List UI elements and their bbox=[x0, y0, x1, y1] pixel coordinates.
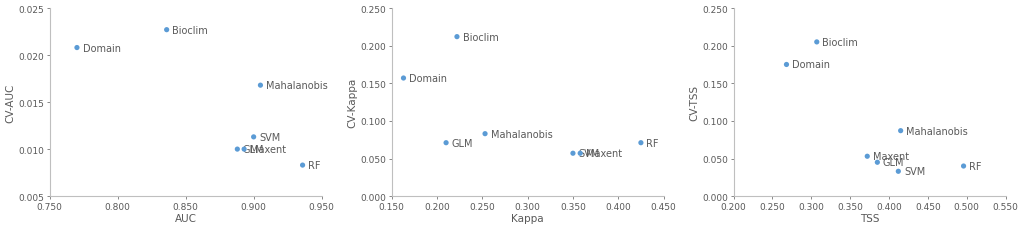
Point bbox=[294, 164, 310, 167]
Text: Mahalanobis: Mahalanobis bbox=[906, 126, 968, 136]
Text: Maxent: Maxent bbox=[586, 149, 622, 158]
Text: Domain: Domain bbox=[792, 60, 830, 70]
Text: Maxent: Maxent bbox=[872, 152, 909, 161]
Text: RF: RF bbox=[308, 160, 321, 170]
Text: RF: RF bbox=[969, 161, 982, 171]
Text: SVM: SVM bbox=[579, 149, 600, 158]
Text: SVM: SVM bbox=[904, 166, 925, 177]
Point bbox=[159, 29, 175, 32]
Text: Mahalanobis: Mahalanobis bbox=[266, 81, 328, 91]
Point bbox=[395, 77, 412, 81]
Point bbox=[890, 170, 906, 173]
Text: Bioclim: Bioclim bbox=[822, 38, 858, 48]
Point bbox=[69, 46, 85, 50]
X-axis label: Kappa: Kappa bbox=[511, 213, 544, 224]
Y-axis label: CV-AUC: CV-AUC bbox=[5, 83, 15, 122]
Text: Maxent: Maxent bbox=[250, 144, 286, 154]
Point bbox=[236, 148, 252, 151]
Point bbox=[572, 152, 589, 155]
Point bbox=[229, 148, 246, 151]
Point bbox=[252, 84, 268, 88]
Text: Mahalanobis: Mahalanobis bbox=[490, 129, 552, 139]
Text: SVM: SVM bbox=[259, 132, 281, 142]
Point bbox=[438, 141, 455, 145]
Point bbox=[955, 164, 972, 168]
Y-axis label: CV-Kappa: CV-Kappa bbox=[347, 78, 357, 128]
Point bbox=[633, 141, 649, 145]
X-axis label: AUC: AUC bbox=[175, 213, 197, 224]
Text: Bioclim: Bioclim bbox=[463, 33, 499, 42]
Point bbox=[778, 63, 795, 67]
Point bbox=[859, 155, 876, 158]
Text: Domain: Domain bbox=[83, 43, 121, 53]
Point bbox=[246, 135, 262, 139]
Point bbox=[809, 41, 825, 45]
Text: GLM: GLM bbox=[452, 138, 473, 148]
Text: RF: RF bbox=[646, 138, 659, 148]
Text: Bioclim: Bioclim bbox=[172, 26, 208, 35]
Text: GLM: GLM bbox=[243, 144, 264, 154]
X-axis label: TSS: TSS bbox=[860, 213, 880, 224]
Y-axis label: CV-TSS: CV-TSS bbox=[689, 85, 699, 121]
Point bbox=[477, 132, 494, 136]
Point bbox=[565, 152, 582, 155]
Point bbox=[449, 36, 465, 39]
Text: GLM: GLM bbox=[883, 158, 904, 168]
Point bbox=[893, 129, 909, 133]
Point bbox=[869, 161, 886, 164]
Text: Domain: Domain bbox=[409, 74, 447, 84]
